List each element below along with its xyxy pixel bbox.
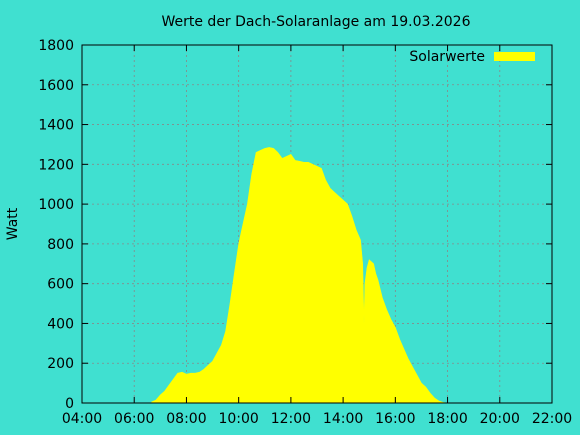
x-tick-label: 12:00 [271, 411, 311, 427]
x-tick-label: 20:00 [480, 411, 520, 427]
plot-frame [81, 44, 553, 404]
y-tick-label: 1000 [38, 197, 74, 213]
x-tick-label: 16:00 [375, 411, 415, 427]
y-tick-label: 1800 [38, 38, 74, 54]
y-axis-label: Watt [5, 207, 21, 240]
x-tick-label: 06:00 [114, 411, 154, 427]
y-tick-label: 600 [47, 277, 74, 293]
y-tick-label: 1200 [38, 157, 74, 173]
y-tick-label: 1600 [38, 78, 74, 94]
axis-layer: 0 200 400 600 800 1000 1200 1400 1600 1800 04:00 06… [38, 38, 572, 427]
x-tick-label: 22:00 [532, 411, 572, 427]
y-tick-label: 800 [47, 237, 74, 253]
x-tick-label: 04:00 [62, 411, 102, 427]
y-tick-label: 400 [47, 316, 74, 332]
series-area-layer [151, 147, 448, 404]
legend-entry-solarwerte: Solarwerte [409, 49, 485, 65]
x-tick-label: 08:00 [166, 411, 206, 427]
series-area-solarwerte [151, 147, 448, 404]
x-tick-label: 18:00 [427, 411, 467, 427]
chart-title: Werte der Dach-Solaranlage am 19.03.2026 [161, 14, 470, 30]
x-tick-label: 14:00 [323, 411, 363, 427]
y-tick-label: 1400 [38, 118, 74, 134]
x-tick-label: 10:00 [218, 411, 258, 427]
y-tick-label: 200 [47, 356, 74, 372]
legend-swatch-solarwerte [494, 52, 535, 61]
y-tick-label: 0 [65, 396, 74, 412]
legend: Solarwerte [409, 49, 535, 65]
